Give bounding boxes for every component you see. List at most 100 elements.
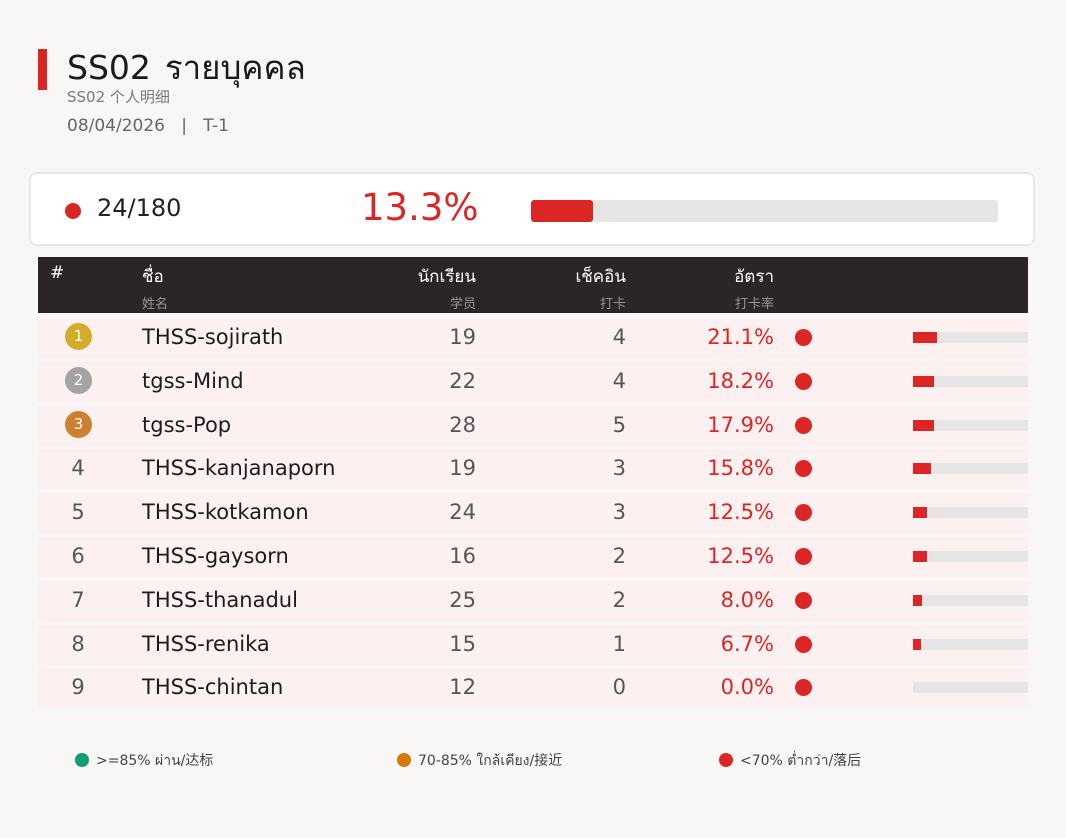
- table-row[interactable]: 6 THSS-gaysorn 16 2 12.5%: [38, 536, 1028, 577]
- rank-number: 9: [71, 675, 85, 700]
- table-row[interactable]: 9 THSS-chintan 12 0 0.0%: [38, 668, 1028, 709]
- row-checkins: 4: [612, 325, 626, 349]
- row-checkins: 1: [612, 631, 626, 656]
- header-rank: #: [50, 263, 65, 283]
- row-name: THSS-kotkamon: [142, 500, 309, 525]
- row-checkins: 2: [612, 587, 626, 612]
- row-status-dot: [795, 460, 812, 478]
- row-rate: 15.8%: [707, 456, 774, 481]
- row-rate: 0.0%: [720, 675, 774, 700]
- row-rate-track: [913, 463, 1028, 475]
- row-rate-fill: [913, 419, 934, 431]
- table-row[interactable]: 8 THSS-renika 15 1 6.7%: [38, 624, 1028, 665]
- row-students: 15: [449, 631, 476, 656]
- summary-count: 24/180: [97, 194, 182, 222]
- row-rate-fill: [913, 550, 928, 562]
- row-name: THSS-gaysorn: [142, 543, 289, 568]
- row-rate: 21.1%: [707, 325, 774, 349]
- row-rate-track: [913, 332, 1028, 343]
- row-rate-track: [913, 638, 1028, 650]
- row-rate-fill: [913, 507, 928, 519]
- report-date: 08/04/2026: [67, 116, 165, 136]
- row-name: THSS-sojirath: [142, 325, 284, 349]
- row-status-dot: [795, 635, 812, 653]
- rank-medal-badge: 3: [65, 410, 92, 438]
- header-students: นักเรียน 学员: [417, 267, 476, 312]
- row-rate-fill: [913, 594, 923, 606]
- row-status-dot: [795, 591, 812, 609]
- summary-rate: 13.3%: [361, 186, 479, 229]
- row-checkins: 4: [612, 368, 626, 393]
- rank-number: 4: [71, 456, 85, 481]
- summary-status-dot: [65, 203, 81, 219]
- summary-progress-fill: [531, 200, 594, 222]
- row-rate-track: [913, 550, 1028, 562]
- rank-number: 5: [71, 500, 85, 525]
- row-rate-fill: [913, 638, 921, 650]
- page-title: SS02 รายบุคคล: [67, 41, 306, 94]
- row-rate-fill: [913, 463, 932, 475]
- row-students: 25: [449, 587, 476, 612]
- rank-number: 8: [71, 631, 85, 656]
- legend-near-dot: [397, 753, 411, 767]
- rank-number: 6: [71, 543, 85, 568]
- rank-medal-badge: 2: [65, 366, 92, 394]
- title-text: รายบุคคล: [164, 48, 306, 87]
- table-header: # ชื่อ 姓名 นักเรียน 学员 เช็คอิน 打卡 อัตรา 打卡率: [38, 257, 1028, 313]
- row-status-dot: [795, 416, 812, 434]
- row-name: tgss-Pop: [142, 412, 232, 437]
- row-checkins: 2: [612, 543, 626, 568]
- report-period: T-1: [203, 116, 229, 136]
- rank-number: 7: [71, 587, 85, 612]
- row-checkins: 3: [612, 500, 626, 525]
- row-status-dot: [795, 504, 812, 522]
- row-students: 28: [449, 412, 476, 437]
- row-students: 12: [449, 675, 476, 700]
- legend-pass: >=85% ผ่าน/达标: [75, 750, 213, 772]
- row-rate: 12.5%: [707, 543, 774, 568]
- row-name: THSS-thanadul: [142, 587, 298, 612]
- header-name: ชื่อ 姓名: [142, 267, 169, 312]
- row-rate-fill: [913, 375, 934, 387]
- row-rate: 17.9%: [707, 412, 774, 437]
- summary-card: 24/180 13.3%: [29, 172, 1035, 246]
- row-students: 24: [449, 500, 476, 525]
- row-rate-track: [913, 594, 1028, 606]
- row-students: 16: [449, 543, 476, 568]
- row-rate-track: [913, 419, 1028, 431]
- row-status-dot: [795, 547, 812, 565]
- table-row[interactable]: 5 THSS-kotkamon 24 3 12.5%: [38, 493, 1028, 534]
- row-rate: 8.0%: [720, 587, 774, 612]
- row-status-dot: [795, 329, 812, 346]
- row-rate: 6.7%: [720, 631, 774, 656]
- row-rate: 18.2%: [707, 368, 774, 393]
- header-rate: อัตรา 打卡率: [734, 267, 774, 312]
- row-status-dot: [795, 372, 812, 390]
- row-students: 22: [449, 368, 476, 393]
- header-checkins: เช็คอิน 打卡: [575, 267, 626, 312]
- title-code: SS02: [67, 48, 151, 87]
- table-row[interactable]: 2 tgss-Mind 22 4 18.2%: [38, 361, 1028, 402]
- row-name: THSS-renika: [142, 631, 270, 656]
- table-row[interactable]: 7 THSS-thanadul 25 2 8.0%: [38, 580, 1028, 621]
- summary-progress-track: [531, 200, 998, 222]
- table-row[interactable]: 1 THSS-sojirath 19 4 21.1%: [38, 318, 1028, 358]
- row-rate-track: [913, 682, 1028, 694]
- table-row[interactable]: 4 THSS-kanjanaporn 19 3 15.8%: [38, 449, 1028, 490]
- row-name: THSS-chintan: [142, 675, 284, 700]
- date-separator: |: [181, 116, 187, 136]
- rank-medal-badge: 1: [65, 323, 92, 350]
- table-body: 1 THSS-sojirath 19 4 21.1% 2 tgss-Mind 22 4 18.2%…: [38, 318, 1028, 712]
- row-rate-track: [913, 375, 1028, 387]
- row-name: THSS-kanjanaporn: [142, 456, 336, 481]
- title-accent-bar: [38, 49, 47, 90]
- row-rate: 12.5%: [707, 500, 774, 525]
- table-row[interactable]: 3 tgss-Pop 28 5 17.9%: [38, 405, 1028, 446]
- legend-below: <70% ต่ำกว่า/落后: [719, 750, 861, 772]
- legend-pass-dot: [75, 753, 89, 767]
- row-checkins: 3: [612, 456, 626, 481]
- page-subtitle: SS02 个人明细: [67, 88, 170, 106]
- legend-near: 70-85% ใกล้เคียง/接近: [397, 750, 562, 772]
- row-checkins: 5: [612, 412, 626, 437]
- row-students: 19: [449, 325, 476, 349]
